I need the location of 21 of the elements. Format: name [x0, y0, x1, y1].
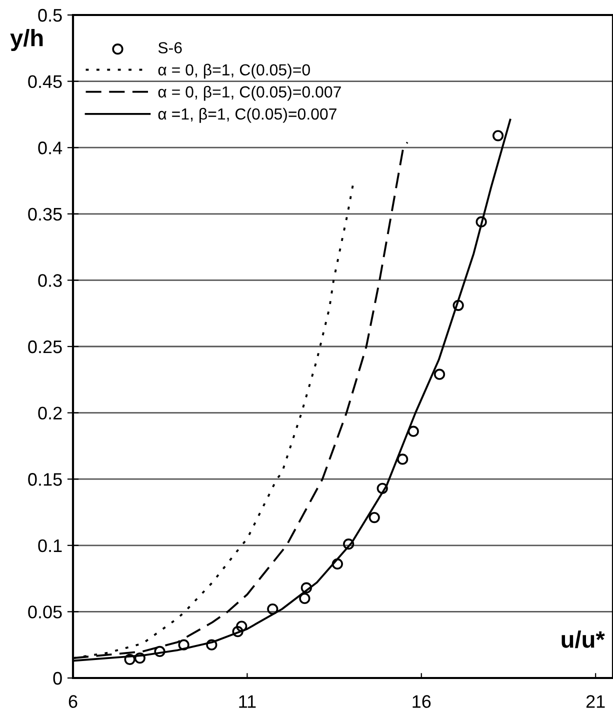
x-tick-label: 16 — [412, 695, 431, 708]
y-axis-title: y/h — [10, 28, 43, 52]
y-tick-label: 0.2 — [38, 406, 62, 420]
legend-label: α = 0, β=1, C(0.05)=0 — [158, 64, 310, 79]
x-tick-label: 6 — [68, 695, 78, 708]
x-tick-label: 11 — [239, 695, 256, 708]
y-tick-label: 0 — [53, 672, 62, 685]
legend-label: α =1, β=1, C(0.05)=0.007 — [158, 108, 336, 123]
x-axis-title: u/u* — [562, 630, 605, 648]
y-tick-label: 0.25 — [28, 340, 62, 354]
y-tick-label: 0.15 — [28, 473, 62, 486]
legend-label: α = 0, β=1, C(0.05)=0.007 — [158, 86, 341, 101]
x-tick-label: 21 — [586, 695, 605, 708]
y-tick-label: 0.4 — [38, 142, 62, 154]
y-tick-label: 0.05 — [28, 606, 62, 618]
y-tick-label: 0.5 — [38, 8, 62, 22]
y-tick-label: 0.45 — [28, 75, 62, 88]
y-tick-label: 0.1 — [38, 539, 62, 552]
y-tick-label: 0.3 — [38, 274, 62, 287]
legend-label: S-6 — [158, 42, 182, 54]
y-tick-label: 0.35 — [28, 208, 62, 221]
